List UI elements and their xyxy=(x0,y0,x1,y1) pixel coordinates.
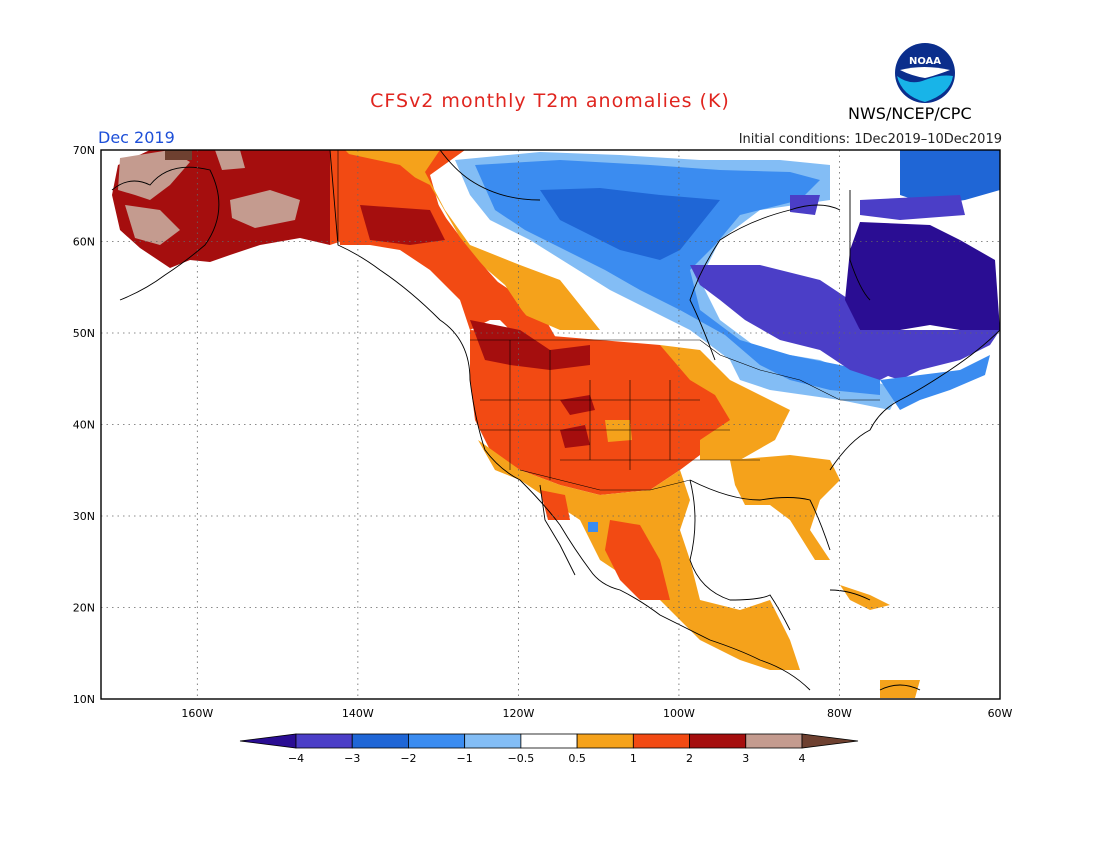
forecast-month: Dec 2019 xyxy=(98,128,175,147)
agency-label: NWS/NCEP/CPC xyxy=(848,104,972,123)
lon-tick-label: 60W xyxy=(988,707,1013,720)
map-title: CFSv2 monthly T2m anomalies (K) xyxy=(370,90,730,112)
colorbar-label: 0.5 xyxy=(568,752,586,765)
colorbar-swatch xyxy=(351,733,409,749)
latitude-labels: 70N 60N 50N 40N 30N 20N 10N xyxy=(73,144,95,706)
colorbar-label: 4 xyxy=(799,752,806,765)
lat-tick-label: 40N xyxy=(73,419,95,432)
colorbar-swatch xyxy=(745,733,803,749)
colorbar-swatch xyxy=(632,733,690,749)
colorbar-arrow-high xyxy=(801,733,859,749)
colorbar-label: −3 xyxy=(344,752,360,765)
colorbar-label: −2 xyxy=(400,752,416,765)
colorbar-label: −1 xyxy=(457,752,473,765)
colorbar-swatch xyxy=(464,733,522,749)
colorbar-swatch xyxy=(689,733,747,749)
colorbar-swatch xyxy=(520,733,578,749)
color-legend: −4 −3 −2 −1 −0.5 0.5 1 2 3 4 xyxy=(239,733,859,765)
lat-tick-label: 70N xyxy=(73,144,95,157)
colorbar-swatch xyxy=(576,733,634,749)
lat-tick-label: 10N xyxy=(73,693,95,706)
longitude-labels: 160W 140W 120W 100W 80W 60W xyxy=(181,707,1012,720)
logo-text: NOAA xyxy=(909,56,941,67)
lon-tick-label: 160W xyxy=(181,707,213,720)
lon-tick-label: 80W xyxy=(827,707,852,720)
graticule xyxy=(101,150,1000,699)
lat-tick-label: 50N xyxy=(73,327,95,340)
initial-conditions: Initial conditions: 1Dec2019–10Dec2019 xyxy=(738,132,1002,147)
map-frame xyxy=(100,149,1001,700)
colorbar-arrow-low xyxy=(239,733,297,749)
colorbar-label: −4 xyxy=(288,752,304,765)
lon-tick-label: 100W xyxy=(663,707,695,720)
colorbar-swatch xyxy=(295,733,353,749)
colorbar-label: 3 xyxy=(742,752,749,765)
coastlines xyxy=(111,150,1000,691)
lon-tick-label: 140W xyxy=(342,707,374,720)
colorbar-swatch xyxy=(408,733,466,749)
political-borders xyxy=(337,150,880,491)
colorbar-label: 1 xyxy=(630,752,637,765)
anomaly-field xyxy=(112,150,1000,698)
lon-tick-label: 120W xyxy=(502,707,534,720)
colorbar-label: 2 xyxy=(686,752,693,765)
lat-tick-label: 60N xyxy=(73,236,95,249)
lat-tick-label: 20N xyxy=(73,602,95,615)
noaa-logo: NOAA xyxy=(895,43,955,103)
lat-tick-label: 30N xyxy=(73,510,95,523)
colorbar-label: −0.5 xyxy=(508,752,535,765)
